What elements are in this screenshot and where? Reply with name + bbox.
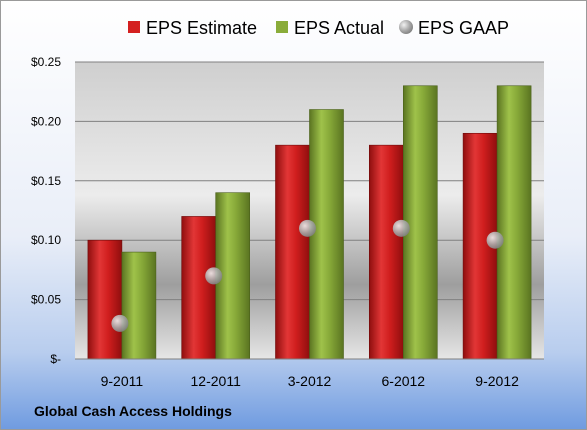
bar-eps-estimate bbox=[87, 239, 123, 360]
y-tick-label: $- bbox=[50, 352, 61, 366]
x-tick-label: 6-2012 bbox=[382, 373, 426, 389]
x-tick-label: 12-2011 bbox=[191, 373, 242, 389]
marker-eps-gaap bbox=[486, 231, 504, 249]
marker-eps-gaap bbox=[299, 219, 316, 237]
x-tick-label: 9-2011 bbox=[101, 373, 144, 389]
legend-label-eps-gaap: EPS GAAP bbox=[418, 18, 509, 38]
legend-marker-eps-gaap bbox=[399, 20, 413, 34]
bars bbox=[87, 85, 532, 360]
x-tick-label: 9-2012 bbox=[475, 373, 519, 389]
markers bbox=[111, 219, 504, 332]
legend-label-eps-actual: EPS Actual bbox=[294, 18, 384, 38]
legend-swatch-eps-estimate bbox=[128, 21, 140, 33]
y-tick-label: $0.15 bbox=[31, 174, 61, 188]
chart-caption: Global Cash Access Holdings bbox=[34, 403, 232, 419]
bar-eps-estimate bbox=[181, 216, 216, 360]
bar-eps-actual bbox=[496, 85, 532, 360]
marker-eps-gaap bbox=[392, 219, 410, 237]
y-axis-ticks: $0.25 $0.20 $0.15 $0.10 $0.05 $- bbox=[31, 55, 61, 366]
x-tick-label: 3-2012 bbox=[288, 373, 332, 389]
bar-eps-estimate bbox=[275, 144, 310, 360]
y-tick-label: $0.25 bbox=[31, 55, 61, 69]
legend: EPS Estimate EPS Actual EPS GAAP bbox=[128, 18, 509, 38]
x-axis-labels: 9-2011 12-2011 3-2012 6-2012 9-2012 bbox=[101, 373, 519, 389]
marker-eps-gaap bbox=[205, 267, 223, 285]
legend-label-eps-estimate: EPS Estimate bbox=[146, 18, 257, 38]
bar-eps-actual bbox=[121, 251, 157, 360]
y-tick-label: $0.05 bbox=[31, 293, 61, 307]
y-tick-label: $0.10 bbox=[31, 233, 61, 247]
marker-eps-gaap bbox=[111, 314, 129, 332]
bar-eps-estimate bbox=[368, 144, 404, 360]
legend-swatch-eps-actual bbox=[276, 21, 288, 33]
bar-eps-actual bbox=[402, 85, 438, 360]
y-tick-label: $0.20 bbox=[31, 114, 61, 128]
bar-eps-actual bbox=[309, 109, 344, 360]
